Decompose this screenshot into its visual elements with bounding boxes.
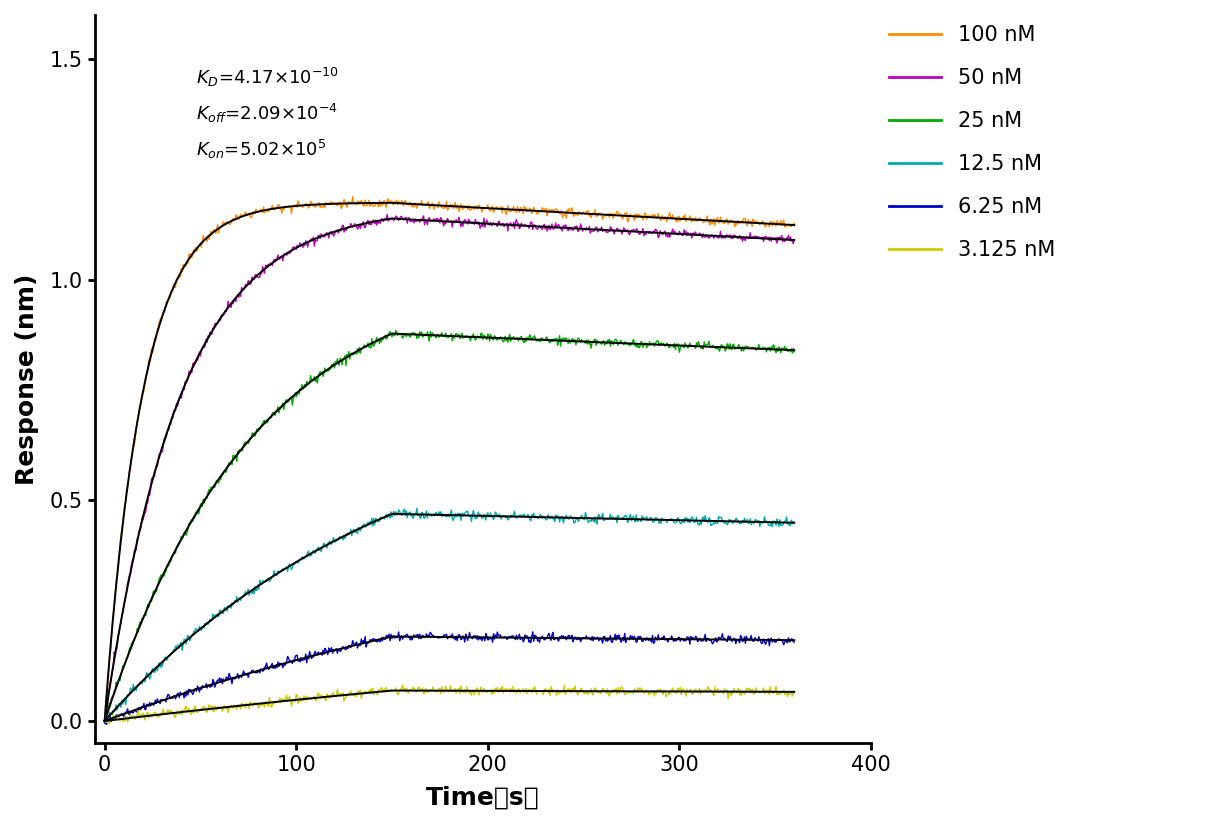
6.25 nM (726, 634, 740, 644)
3.125 nM (250, 698, 265, 708)
50 nM (504, 221, 519, 231)
Line: 25 nM: 25 nM (105, 331, 795, 722)
Line: 50 nM: 50 nM (105, 214, 795, 720)
12.5 nM (280, 562, 294, 572)
3.125 nM (102, 719, 117, 728)
100 nM (249, 205, 264, 214)
12.5 nM (787, 518, 802, 528)
Text: $K_{D}$=4.17×10$^{-10}$
$K_{off}$=2.09×10$^{-4}$
$K_{on}$=5.02×10$^{5}$: $K_{D}$=4.17×10$^{-10}$ $K_{off}$=2.09×1… (196, 66, 339, 161)
3.125 nM (505, 681, 520, 691)
25 nM (724, 345, 739, 355)
3.125 nM (395, 680, 410, 690)
6.25 nM (250, 667, 265, 677)
6.25 nM (99, 719, 113, 729)
50 nM (249, 270, 264, 280)
Line: 3.125 nM: 3.125 nM (105, 685, 795, 724)
100 nM (278, 201, 293, 211)
100 nM (504, 206, 519, 216)
3.125 nM (726, 689, 740, 699)
50 nM (787, 235, 802, 245)
3.125 nM (280, 691, 294, 700)
100 nM (437, 201, 452, 211)
Y-axis label: Response (nm): Response (nm) (15, 273, 39, 485)
6.25 nM (787, 637, 802, 647)
50 nM (97, 715, 112, 725)
50 nM (724, 231, 739, 241)
25 nM (573, 335, 588, 345)
12.5 nM (409, 503, 424, 513)
12.5 nM (573, 513, 588, 523)
6.25 nM (573, 637, 588, 647)
X-axis label: Time（s）: Time（s） (426, 786, 540, 810)
25 nM (504, 332, 519, 342)
100 nM (97, 719, 112, 728)
100 nM (573, 207, 588, 217)
6.25 nM (504, 631, 519, 641)
100 nM (345, 192, 360, 202)
3.125 nM (573, 684, 588, 694)
Line: 6.25 nM: 6.25 nM (105, 632, 795, 724)
25 nM (388, 326, 403, 336)
50 nM (437, 216, 452, 226)
6.25 nM (280, 657, 294, 667)
6.25 nM (97, 719, 112, 728)
12.5 nM (726, 518, 740, 528)
3.125 nM (439, 681, 453, 691)
25 nM (437, 331, 452, 341)
12.5 nM (99, 718, 113, 728)
25 nM (787, 347, 802, 357)
3.125 nM (787, 686, 802, 696)
100 nM (724, 217, 739, 227)
12.5 nM (250, 585, 265, 595)
100 nM (787, 218, 802, 228)
25 nM (278, 396, 293, 406)
6.25 nM (525, 627, 540, 637)
25 nM (97, 717, 112, 727)
12.5 nM (439, 512, 453, 521)
50 nM (379, 210, 394, 219)
Line: 100 nM: 100 nM (105, 197, 795, 724)
Line: 12.5 nM: 12.5 nM (105, 508, 795, 723)
6.25 nM (437, 630, 452, 640)
50 nM (573, 224, 588, 233)
25 nM (249, 429, 264, 439)
12.5 nM (97, 715, 112, 725)
Legend: 100 nM, 50 nM, 25 nM, 12.5 nM, 6.25 nM, 3.125 nM: 100 nM, 50 nM, 25 nM, 12.5 nM, 6.25 nM, … (890, 26, 1055, 260)
12.5 nM (505, 511, 520, 521)
3.125 nM (97, 716, 112, 726)
50 nM (278, 249, 293, 259)
